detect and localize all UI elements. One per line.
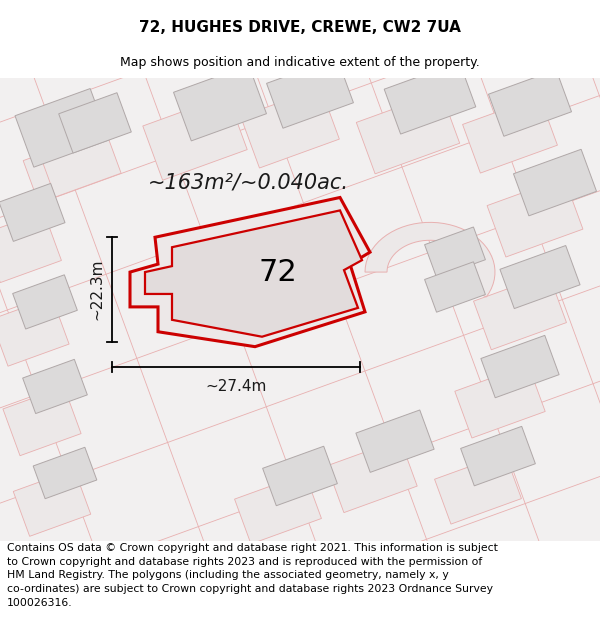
Polygon shape: [514, 149, 596, 216]
Polygon shape: [23, 142, 87, 193]
Polygon shape: [143, 96, 247, 180]
Polygon shape: [327, 439, 417, 512]
Polygon shape: [145, 211, 362, 337]
Polygon shape: [384, 62, 476, 134]
Polygon shape: [13, 469, 91, 536]
Polygon shape: [481, 336, 559, 398]
Polygon shape: [463, 97, 557, 173]
Polygon shape: [130, 198, 370, 347]
Text: 72: 72: [259, 258, 298, 287]
Polygon shape: [13, 275, 77, 329]
Polygon shape: [0, 78, 600, 541]
Polygon shape: [23, 359, 88, 414]
Polygon shape: [39, 128, 121, 197]
Polygon shape: [3, 387, 81, 456]
Polygon shape: [356, 92, 460, 174]
Polygon shape: [425, 262, 485, 312]
Polygon shape: [0, 298, 69, 366]
Polygon shape: [263, 446, 337, 506]
Polygon shape: [425, 227, 485, 278]
Polygon shape: [488, 70, 572, 136]
Polygon shape: [473, 274, 566, 350]
Polygon shape: [241, 88, 340, 168]
Text: ~27.4m: ~27.4m: [205, 379, 266, 394]
Text: ~163m²/~0.040ac.: ~163m²/~0.040ac.: [148, 173, 349, 192]
Polygon shape: [0, 212, 61, 282]
Polygon shape: [487, 177, 583, 257]
Polygon shape: [15, 89, 109, 167]
Polygon shape: [365, 222, 495, 297]
Polygon shape: [500, 246, 580, 309]
Polygon shape: [461, 426, 535, 486]
Text: Map shows position and indicative extent of the property.: Map shows position and indicative extent…: [120, 56, 480, 69]
Polygon shape: [356, 410, 434, 472]
Polygon shape: [0, 183, 65, 241]
Polygon shape: [266, 58, 353, 128]
Polygon shape: [173, 65, 266, 141]
Polygon shape: [434, 454, 521, 524]
Text: ~22.3m: ~22.3m: [89, 259, 104, 320]
Polygon shape: [455, 365, 545, 438]
Polygon shape: [33, 448, 97, 499]
Polygon shape: [59, 92, 131, 153]
Text: 72, HUGHES DRIVE, CREWE, CW2 7UA: 72, HUGHES DRIVE, CREWE, CW2 7UA: [139, 19, 461, 34]
Polygon shape: [235, 474, 322, 544]
Text: Contains OS data © Crown copyright and database right 2021. This information is : Contains OS data © Crown copyright and d…: [7, 543, 498, 608]
